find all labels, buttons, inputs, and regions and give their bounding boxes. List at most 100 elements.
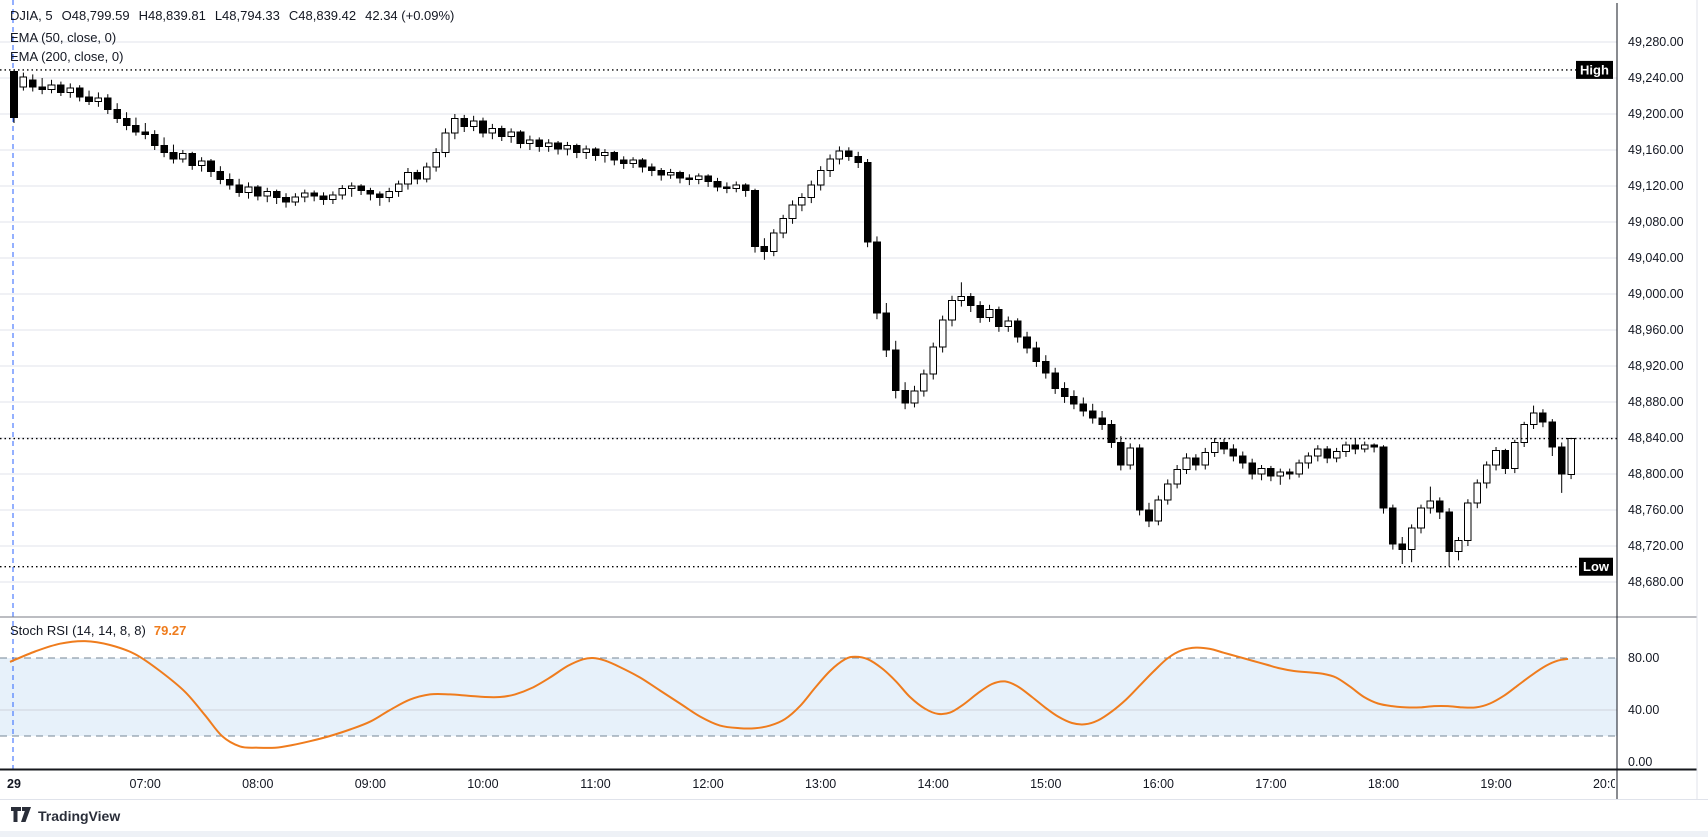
candle-down	[713, 181, 722, 188]
candle-up	[338, 188, 347, 196]
candle-down	[282, 197, 290, 203]
candle-up	[19, 76, 28, 88]
stoch-axis-label: 40.00	[1628, 703, 1659, 717]
candle-down	[1117, 442, 1125, 466]
candle-down	[104, 97, 112, 111]
candle-down	[1445, 511, 1453, 552]
candle-down	[85, 96, 93, 102]
candle-down	[150, 134, 159, 146]
ema50-legend-row[interactable]: EMA (50, close, 0)	[10, 30, 116, 45]
price-axis-label: 48,680.00	[1628, 575, 1684, 589]
ema50-label[interactable]: EMA (50, close, 0)	[10, 30, 117, 45]
candle-up	[291, 196, 300, 203]
time-label: 18:00	[1368, 777, 1399, 791]
stoch-axis-label: 0.00	[1628, 755, 1652, 769]
candle-up	[601, 152, 609, 156]
candle-down	[413, 172, 422, 180]
candle-down	[1539, 412, 1547, 423]
candle-up	[835, 150, 844, 160]
candle-up	[1473, 482, 1482, 504]
candle-down	[1548, 421, 1557, 448]
time-label: 16:00	[1143, 777, 1174, 791]
candle-down	[113, 109, 121, 119]
price-axis-label: 48,760.00	[1628, 503, 1684, 517]
candle-down	[1267, 468, 1275, 477]
candle-down	[357, 185, 365, 191]
ema200-label[interactable]: EMA (200, close, 0)	[10, 49, 124, 64]
high-badge-bg	[1576, 60, 1613, 79]
candle-down	[1389, 507, 1397, 545]
candle-down	[225, 179, 234, 186]
candle-down	[1060, 388, 1069, 398]
candle-up	[1529, 412, 1538, 425]
candle-up	[807, 184, 816, 199]
stoch-axis-label: 80.00	[1628, 651, 1659, 665]
candle-up	[1482, 464, 1491, 484]
candle-up	[1173, 469, 1181, 485]
candle-up	[929, 346, 938, 375]
candle-down	[28, 79, 37, 88]
candle-down	[1088, 410, 1097, 419]
candle-down	[854, 155, 863, 164]
candle-up	[1304, 455, 1313, 464]
candle-up	[94, 97, 103, 102]
candle-up	[1417, 507, 1425, 529]
time-axis[interactable]: 29 07:00 08:00 09:00 10:00 11:00 12:00 13:00 14:…	[7, 777, 1624, 791]
stoch-rsi-label[interactable]: Stoch RSI (14, 14, 8, 8)	[10, 623, 146, 638]
candle-up	[938, 319, 947, 348]
price-axis-label: 49,160.00	[1628, 143, 1684, 157]
candle-up	[1201, 451, 1210, 466]
candle-down	[723, 186, 731, 190]
stoch-rsi-legend-row[interactable]: Stoch RSI (14, 14, 8, 8) 79.27	[10, 623, 186, 638]
candle-up	[394, 183, 403, 192]
candlestick-series	[10, 69, 1575, 567]
candle-down	[976, 305, 984, 318]
candle-down	[1098, 417, 1106, 426]
candle-down	[1379, 446, 1388, 509]
candle-down	[760, 245, 769, 253]
candle-up	[385, 190, 393, 199]
candle-down	[591, 148, 600, 156]
candle-down	[1501, 450, 1510, 470]
price-axis-label: 48,960.00	[1628, 323, 1684, 337]
price-axis-label: 49,120.00	[1628, 179, 1684, 193]
time-axis-bottom-separator	[0, 799, 1708, 800]
price-axis-label: 48,880.00	[1628, 395, 1684, 409]
candle-down	[741, 184, 750, 192]
candle-up	[798, 197, 806, 206]
candle-down	[1192, 457, 1200, 466]
tradingview-logo[interactable]: TradingView	[10, 806, 120, 826]
candle-down	[216, 171, 225, 181]
candle-down	[1351, 444, 1360, 450]
candle-up	[1257, 468, 1266, 475]
legend-change-value: 42.34 (+0.09%)	[365, 8, 455, 23]
ema200-legend-row[interactable]: EMA (200, close, 0)	[10, 49, 123, 64]
stoch-rsi-value: 79.27	[153, 623, 187, 638]
price-axis-label: 49,200.00	[1628, 107, 1684, 121]
symbol-title[interactable]: DJIA, 5	[10, 8, 53, 23]
candle-up	[347, 185, 356, 190]
candle-up	[1511, 442, 1519, 470]
candle-down	[75, 87, 84, 98]
candle-down	[751, 190, 759, 247]
tradingview-logo-icon	[11, 807, 31, 822]
candle-down	[160, 145, 168, 154]
candle-up	[948, 299, 956, 321]
candle-down	[141, 131, 150, 136]
candle-up	[826, 158, 834, 172]
candle-down	[1398, 543, 1407, 551]
candle-up	[263, 190, 272, 197]
candle-down	[554, 142, 562, 150]
candle-up	[957, 296, 966, 301]
candle-up	[1520, 424, 1528, 443]
candle-up	[1492, 450, 1500, 466]
candle-down	[1135, 447, 1144, 511]
candle-down	[497, 127, 506, 137]
candle-up	[441, 132, 450, 154]
candle-up	[1464, 502, 1472, 542]
symbol-legend-row[interactable]: DJIA, 5 O48,799.59 H48,839.81 L48,794.33 C48…	[10, 8, 454, 23]
candle-down	[1023, 336, 1031, 349]
candle-down	[704, 175, 712, 183]
